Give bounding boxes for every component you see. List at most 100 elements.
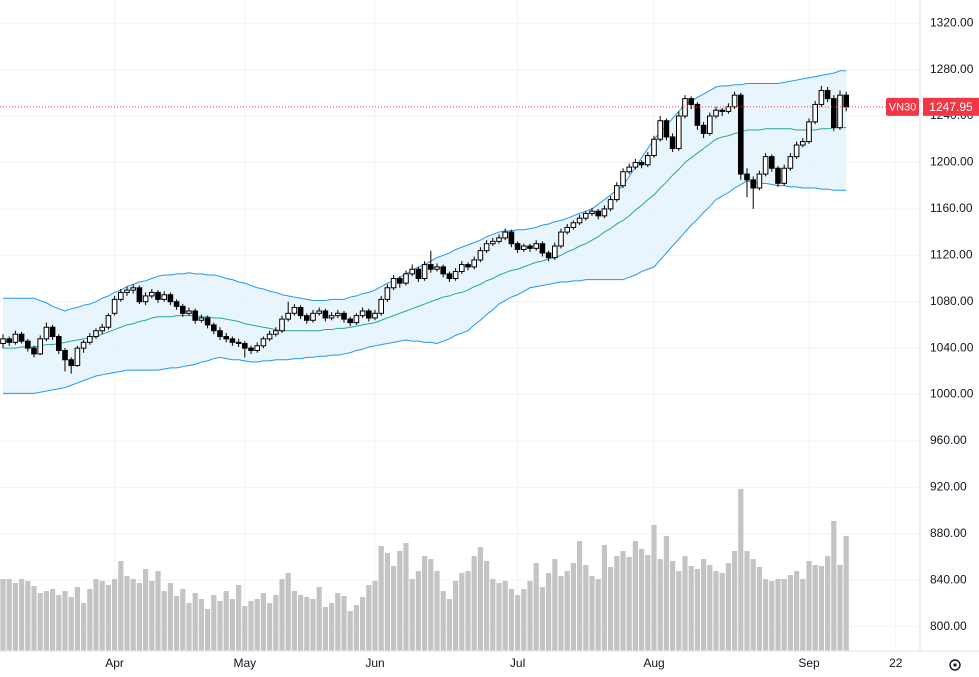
candle-body [527,245,533,249]
candle-body [87,336,93,343]
candle-body [595,210,602,217]
volume-bar [657,559,663,651]
volume-bar [260,593,266,651]
candle-body [80,341,87,349]
volume-bar [285,573,291,651]
candle-body [514,243,521,250]
candle-body [335,312,341,317]
volume-bar [353,605,359,651]
volume-bar [508,589,514,651]
volume-bar [471,556,477,651]
candle-body [415,268,422,280]
volume-bar [316,587,322,651]
volume-bar [738,489,744,651]
volume-bar [837,565,843,651]
candle-body [161,294,167,300]
volume-bar [732,551,738,651]
candle-body [719,109,726,112]
volume-bar [682,556,688,651]
candle-body [533,243,540,249]
volume-bar [527,581,533,651]
volume-bar [378,546,384,651]
volume-bar [459,573,465,651]
volume-bar [93,579,99,651]
symbol-tag-bg [886,97,919,116]
candle-body [762,156,769,175]
volume-bar [205,609,211,651]
y-tick-label: 1040.00 [930,340,974,354]
candle-body [713,109,719,117]
volume-bar [409,579,415,651]
volume-bar [149,581,155,651]
candle-body [322,310,329,319]
candle-body [62,349,68,361]
volume-bar [620,551,626,651]
x-tick-label: Jul [510,656,525,670]
volume-bar [87,589,93,651]
volume-bar [192,593,198,651]
volume-bar [794,571,800,651]
volume-bar [99,581,105,651]
candle-body [521,245,527,250]
candle-body [341,312,347,320]
candle-body [800,141,806,146]
candle-body [806,121,812,143]
candle-body [843,94,850,108]
candle-body [49,326,56,338]
volume-bar [211,595,217,651]
volume-bar [608,567,614,651]
candle-body [775,167,781,184]
candle-body [403,273,409,284]
candle-body [769,156,775,169]
volume-bar [186,603,192,651]
volume-bar [304,597,310,651]
x-tick-label: 22 [889,656,903,670]
volume-bar [254,599,260,651]
candle-body [676,115,682,150]
volume-bar [341,596,347,651]
y-tick-label: 1280.00 [930,62,974,76]
volume-bar [384,553,390,651]
candle-body [118,291,124,300]
candle-body [68,359,75,367]
candle-body [260,338,267,347]
volume-bar [750,559,756,651]
candle-body [235,341,242,344]
volume-bar [818,566,824,651]
volume-bar [248,601,254,651]
candle-body [0,338,6,344]
volume-bar [490,579,496,651]
volume-bar [198,599,204,651]
volume-bar [155,571,161,651]
candle-body [651,138,657,156]
volume-bar [12,583,18,651]
candle-body [242,342,248,349]
candle-body [316,310,322,314]
volume-bar [130,579,136,651]
candle-body [483,243,490,252]
x-tick-label: Jun [365,656,384,670]
volume-bar [19,579,25,651]
volume-bar [236,585,242,651]
volume-bar [415,571,421,651]
candle-body [459,264,465,273]
volume-bar [831,521,837,651]
candle-body [620,171,626,187]
settings-button[interactable] [949,659,961,671]
y-tick-label: 1000.00 [930,387,974,401]
volume-bar [570,563,576,651]
volume-bar [105,585,111,651]
candle-body [663,120,670,138]
candle-body [750,179,757,189]
candle-body [378,298,384,314]
volume-bar [806,561,812,651]
candle-body [731,94,738,108]
y-tick-label: 1160.00 [930,201,973,215]
candle-body [111,298,118,314]
candle-body [465,264,471,268]
candle-body [248,347,254,351]
candle-body [204,317,211,326]
candle-body [545,252,552,259]
volume-bar [223,591,229,651]
